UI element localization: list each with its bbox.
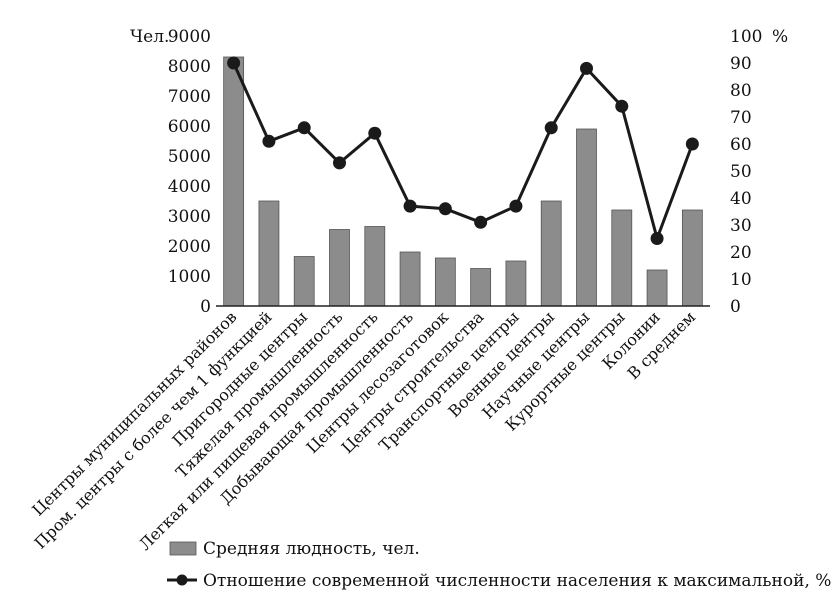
legend-label-line: Отношение современной численности населе… (203, 571, 831, 591)
right-axis-unit-label: % (772, 27, 788, 47)
right-axis-tick-label: 60 (730, 135, 752, 155)
bar (646, 269, 668, 307)
right-axis-tick-label: 90 (730, 54, 752, 74)
line-point (297, 121, 311, 135)
right-axis-tick-label: 10 (730, 270, 752, 290)
left-axis-tick-label: 6000 (168, 117, 211, 137)
legend-label-bar: Средняя людность, чел. (203, 539, 420, 559)
series-line (232, 62, 694, 240)
bar (540, 200, 562, 307)
right-axis-tick-label: 70 (730, 108, 752, 128)
left-axis-tick-label: 9000 (168, 27, 211, 47)
left-axis-tick-label: 0 (200, 297, 211, 317)
line-point (650, 232, 664, 245)
category-label: Легкая или пищевая промышленность (135, 307, 382, 554)
bar (364, 226, 386, 307)
left-axis-tick-label: 2000 (168, 237, 211, 257)
left-axis-unit-label: Чел. (130, 27, 169, 47)
left-axis-tick-label: 4000 (168, 177, 211, 197)
bar (576, 128, 597, 307)
right-axis-tick-label: 100 (730, 27, 762, 47)
legend-swatch-marker (176, 574, 188, 586)
left-axis-tick-label: 8000 (168, 57, 211, 77)
bar (470, 268, 492, 307)
bar (681, 209, 703, 307)
line-point (368, 126, 382, 140)
line-point (403, 199, 417, 213)
line-point (227, 56, 241, 70)
line-point (333, 156, 346, 170)
bar (329, 229, 350, 307)
legend-swatch-bar (169, 541, 197, 556)
right-axis-tick-label: 0 (730, 297, 741, 317)
bar (399, 251, 421, 307)
bar (223, 56, 245, 307)
left-axis-tick-label: 3000 (168, 207, 211, 227)
line-point (509, 199, 523, 213)
bar (293, 256, 315, 307)
right-axis-tick-label: 80 (730, 81, 752, 101)
right-axis-tick-label: 30 (730, 216, 752, 236)
bar (611, 209, 633, 307)
legend: Средняя людность, чел. Отношение совреме… (167, 539, 831, 591)
bar (434, 257, 456, 307)
line-point (474, 215, 488, 229)
line-point (615, 99, 629, 113)
bar (505, 260, 527, 307)
right-axis-tick-label: 40 (730, 189, 752, 209)
left-axis-tick-label: 5000 (168, 147, 211, 167)
line-point (438, 202, 452, 216)
left-axis-tick-label: 7000 (168, 87, 211, 107)
line-point (262, 134, 276, 148)
left-axis-tick-label: 1000 (168, 267, 211, 287)
right-axis-tick-label: 20 (730, 243, 752, 263)
line-point (685, 137, 699, 151)
right-axis-tick-label: 50 (730, 162, 752, 182)
category-label: Пром. центры с более чем 1 функцией (31, 307, 276, 552)
bar (258, 200, 280, 307)
line-point (580, 61, 593, 75)
line-point (544, 121, 558, 135)
